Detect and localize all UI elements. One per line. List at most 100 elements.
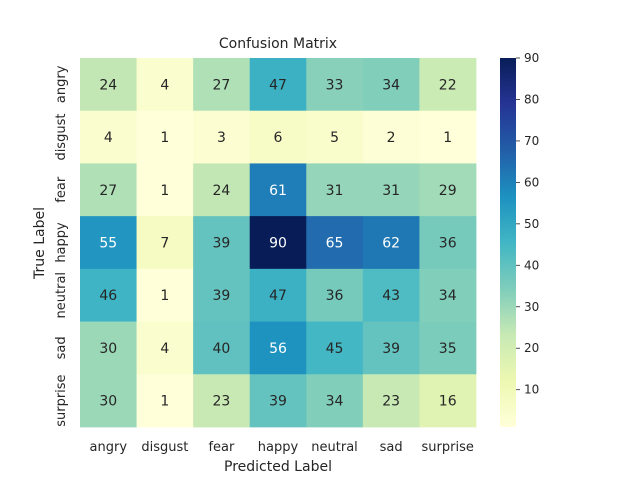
cell-value-label: 62 bbox=[382, 235, 400, 251]
heatmap-cell bbox=[249, 321, 307, 375]
heatmap-cell bbox=[136, 216, 194, 270]
y-tick-labels: angry disgust fear happy neutral sad surprise bbox=[54, 65, 69, 426]
heatmap-cell bbox=[362, 374, 420, 428]
cell-value-label: 27 bbox=[213, 77, 231, 93]
cell-value-label: 24 bbox=[99, 77, 117, 93]
heatmap-cell bbox=[419, 321, 477, 375]
heatmap-cell bbox=[136, 58, 194, 112]
y-tick-label: surprise bbox=[54, 374, 69, 426]
heatmap-cell bbox=[419, 374, 477, 428]
heatmap-cell bbox=[249, 110, 307, 164]
colorbar-tick-label: 10 bbox=[524, 383, 539, 397]
cell-value-label: 31 bbox=[382, 183, 400, 199]
y-tick-label: happy bbox=[54, 222, 69, 263]
y-tick-label: sad bbox=[54, 336, 69, 359]
colorbar-tick-label: 90 bbox=[524, 51, 539, 65]
heatmap-cell bbox=[80, 374, 137, 428]
colorbar-tick-label: 20 bbox=[524, 341, 539, 355]
heatmap-cell bbox=[362, 321, 420, 375]
heatmap-cell bbox=[80, 268, 137, 322]
heatmap-cell bbox=[136, 321, 194, 375]
x-tick-label: neutral bbox=[311, 440, 358, 455]
cell-value-label: 23 bbox=[382, 394, 400, 410]
x-tick-labels: angry disgust fear happy neutral sad surprise bbox=[90, 440, 474, 455]
heatmap-cell bbox=[193, 321, 251, 375]
cell-value-label: 65 bbox=[326, 235, 344, 251]
cell-value-label: 29 bbox=[439, 183, 457, 199]
heatmap-cell bbox=[249, 216, 307, 270]
heatmap-cell bbox=[419, 268, 477, 322]
heatmap-cell bbox=[136, 163, 194, 217]
cell-value-label: 34 bbox=[382, 77, 400, 93]
colorbar-tick-label: 40 bbox=[524, 258, 539, 272]
cell-value-label: 35 bbox=[439, 341, 457, 357]
cell-value-label: 1 bbox=[160, 183, 169, 199]
x-tick-label: sad bbox=[380, 440, 403, 455]
cell-value-label: 34 bbox=[326, 394, 344, 410]
cell-value-label: 30 bbox=[99, 341, 117, 357]
cell-value-label: 1 bbox=[160, 288, 169, 304]
heatmap-cell bbox=[419, 163, 477, 217]
heatmap-cell bbox=[80, 321, 137, 375]
heatmap-cell bbox=[193, 216, 251, 270]
cell-value-label: 47 bbox=[269, 288, 287, 304]
heatmap-cell bbox=[362, 110, 420, 164]
heatmap-cell bbox=[136, 110, 194, 164]
cell-value-label: 2 bbox=[387, 130, 396, 146]
chart-title: Confusion Matrix bbox=[219, 36, 337, 52]
cell-value-label: 4 bbox=[160, 77, 169, 93]
heatmap-cell bbox=[249, 163, 307, 217]
cell-value-label: 61 bbox=[269, 183, 287, 199]
heatmap-cell bbox=[419, 110, 477, 164]
cell-value-label: 90 bbox=[269, 235, 287, 251]
cell-value-label: 3 bbox=[217, 130, 226, 146]
heatmap-cell bbox=[249, 374, 307, 428]
cell-value-label: 36 bbox=[439, 235, 457, 251]
y-axis-label: True Label bbox=[32, 207, 48, 280]
cell-value-label: 45 bbox=[326, 341, 344, 357]
heatmap-cell bbox=[193, 58, 251, 112]
heatmap-cell bbox=[193, 163, 251, 217]
cell-value-label: 5 bbox=[330, 130, 339, 146]
x-tick-label: angry bbox=[90, 440, 128, 455]
heatmap-cell bbox=[419, 216, 477, 270]
colorbar-tick-label: 50 bbox=[524, 217, 539, 231]
cell-value-label: 39 bbox=[382, 341, 400, 357]
cell-value-label: 33 bbox=[326, 77, 344, 93]
x-tick-label: disgust bbox=[141, 440, 188, 455]
colorbar bbox=[500, 58, 516, 427]
cell-value-label: 55 bbox=[99, 235, 117, 251]
y-tick-label: neutral bbox=[54, 272, 69, 319]
cell-value-label: 46 bbox=[99, 288, 117, 304]
heatmap-cell bbox=[249, 268, 307, 322]
cell-value-label: 22 bbox=[439, 77, 457, 93]
cell-value-label: 39 bbox=[269, 394, 287, 410]
colorbar-tick-label: 80 bbox=[524, 92, 539, 106]
y-tick-label: fear bbox=[54, 176, 69, 203]
x-tick-label: fear bbox=[208, 440, 235, 455]
cell-value-label: 4 bbox=[104, 130, 113, 146]
colorbar-tick-label: 70 bbox=[524, 134, 539, 148]
x-axis-label: Predicted Label bbox=[224, 459, 332, 475]
cell-value-label: 39 bbox=[213, 288, 231, 304]
heatmap-cell bbox=[80, 163, 137, 217]
cell-value-label: 24 bbox=[213, 183, 231, 199]
x-tick-label: surprise bbox=[422, 440, 474, 455]
heatmap-cell bbox=[136, 268, 194, 322]
cell-value-label: 31 bbox=[326, 183, 344, 199]
cell-value-label: 7 bbox=[160, 235, 169, 251]
y-tick-label: angry bbox=[54, 65, 69, 103]
heatmap-cell bbox=[249, 58, 307, 112]
colorbar-ticks: 10 20 30 40 50 60 70 80 90 bbox=[516, 51, 539, 397]
heatmap-cell bbox=[136, 374, 194, 428]
y-tick-label: disgust bbox=[54, 114, 69, 161]
heatmap-cell bbox=[419, 58, 477, 112]
heatmap-cell bbox=[306, 58, 364, 112]
cell-value-label: 4 bbox=[160, 341, 169, 357]
heatmap-cell bbox=[306, 163, 364, 217]
heatmap-cell bbox=[306, 110, 364, 164]
cell-value-label: 39 bbox=[213, 235, 231, 251]
heatmap-cell bbox=[306, 374, 364, 428]
heatmap-cell bbox=[362, 58, 420, 112]
